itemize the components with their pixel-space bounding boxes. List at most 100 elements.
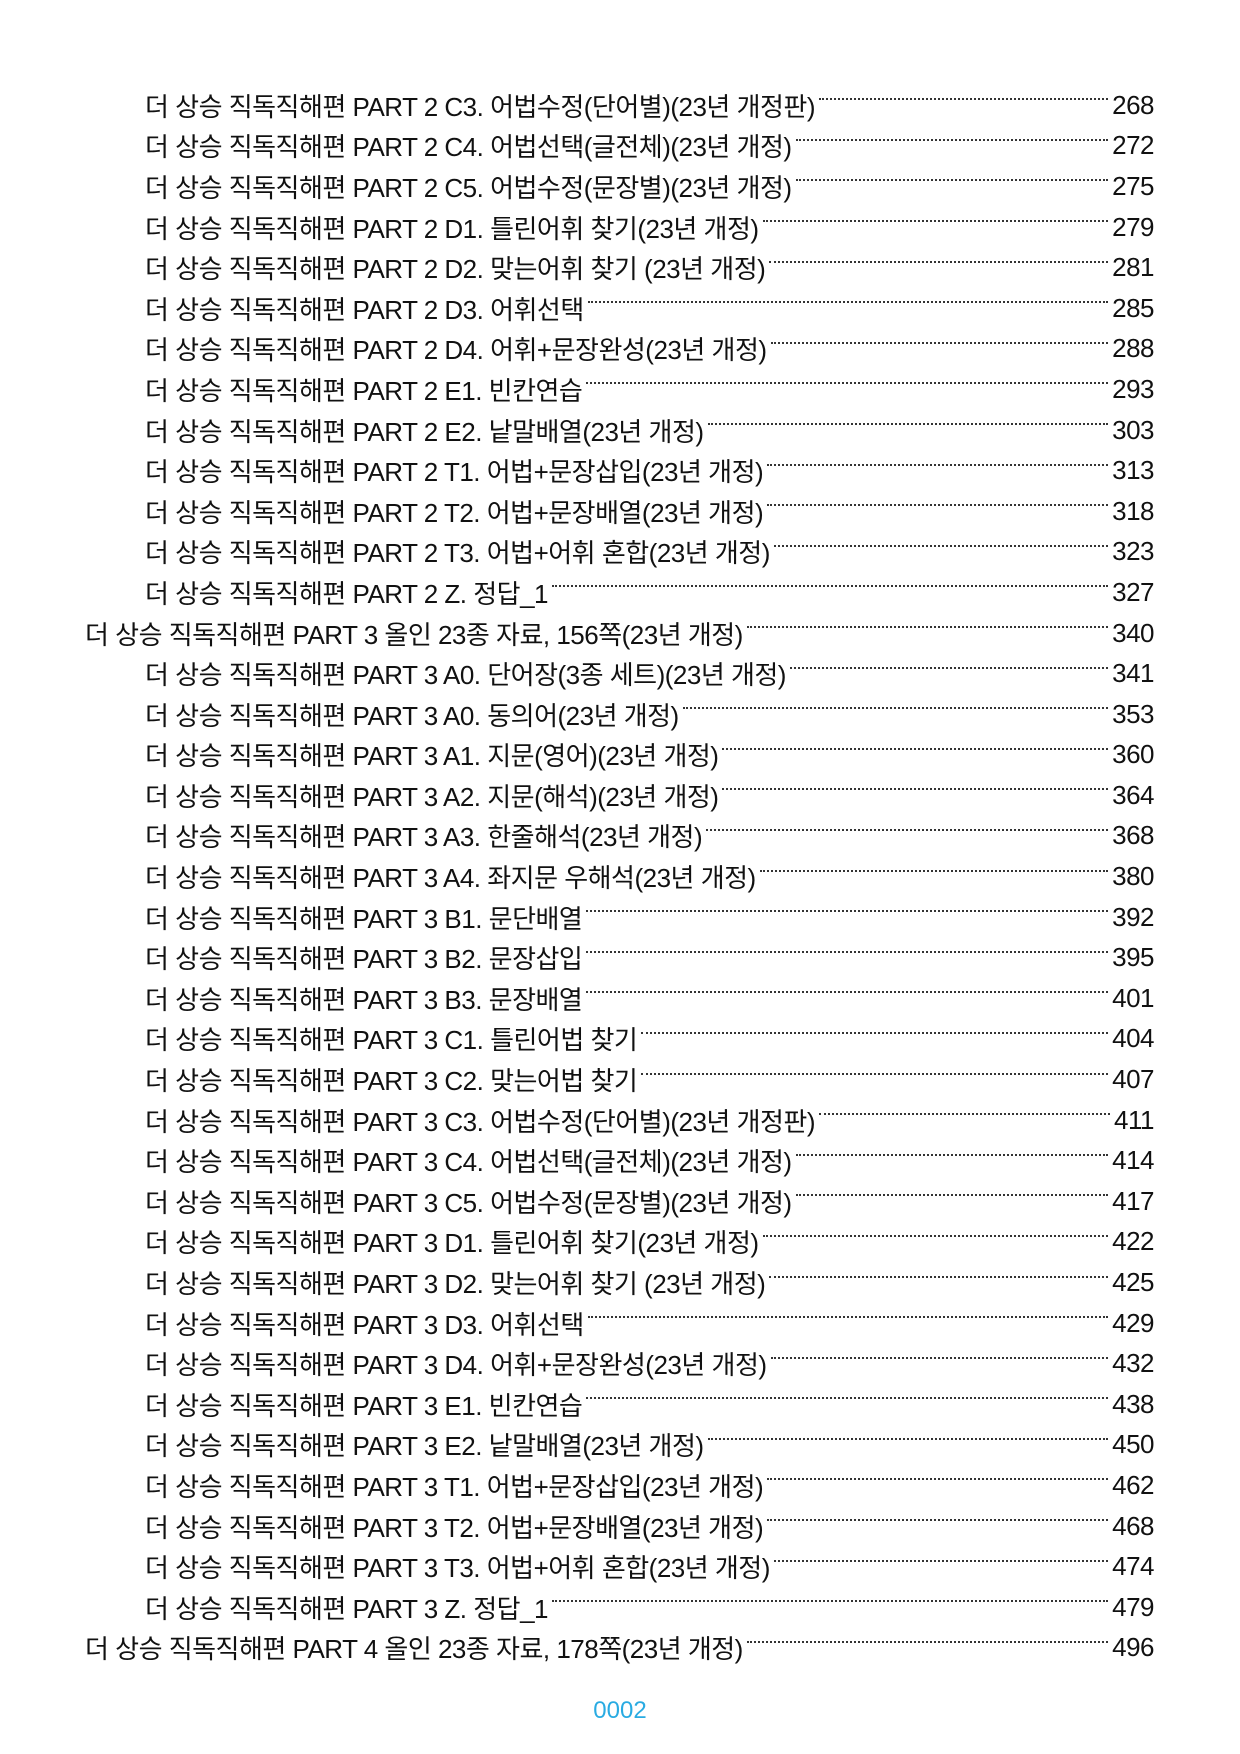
toc-entry[interactable]: 더 상승 직독직해편 PART 3 T2. 어법+문장배열(23년 개정) 468 (0, 1506, 1154, 1547)
dot-leader (586, 991, 1109, 994)
toc-entry[interactable]: 더 상승 직독직해편 PART 2 T3. 어법+어휘 혼합(23년 개정) 32… (0, 532, 1154, 573)
toc-entry[interactable]: 더 상승 직독직해편 PART 3 D3. 어휘선택 429 (0, 1303, 1154, 1344)
dot-leader (773, 1559, 1109, 1562)
dot-leader (795, 1153, 1109, 1156)
dot-leader (762, 1234, 1109, 1237)
toc-entry[interactable]: 더 상승 직독직해편 PART 2 T2. 어법+문장배열(23년 개정) 318 (0, 491, 1154, 532)
toc-entry-title: 더 상승 직독직해편 PART 3 T1. 어법+문장삽입(23년 개정) (145, 1471, 764, 1502)
toc-entry[interactable]: 더 상승 직독직해편 PART 3 A3. 한줄해석(23년 개정) 368 (0, 816, 1154, 857)
toc-entry-page: 279 (1112, 211, 1154, 242)
toc-entry[interactable]: 더 상승 직독직해편 PART 2 E1. 빈칸연습 293 (0, 369, 1154, 410)
toc-entry-page: 429 (1112, 1307, 1154, 1338)
dot-leader (769, 260, 1109, 263)
toc-entry[interactable]: 더 상승 직독직해편 PART 3 B2. 문장삽입 395 (0, 937, 1154, 978)
toc-entry[interactable]: 더 상승 직독직해편 PART 2 D3. 어휘선택 285 (0, 288, 1154, 329)
toc-entry-title: 더 상승 직독직해편 PART 3 A2. 지문(해석)(23년 개정) (145, 781, 719, 812)
toc-entry-page: 318 (1112, 495, 1154, 526)
toc-entry-title: 더 상승 직독직해편 PART 3 B1. 문단배열 (145, 903, 583, 934)
toc-entry-title: 더 상승 직독직해편 PART 3 D4. 어휘+문장완성(23년 개정) (145, 1350, 767, 1381)
toc-entry-title: 더 상승 직독직해편 PART 2 E1. 빈칸연습 (145, 375, 583, 406)
toc-entry-title: 더 상승 직독직해편 PART 3 T3. 어법+어휘 혼합(23년 개정) (145, 1553, 770, 1584)
toc-entry[interactable]: 더 상승 직독직해편 PART 3 B3. 문장배열 401 (0, 978, 1154, 1019)
toc-entry[interactable]: 더 상승 직독직해편 PART 3 T3. 어법+어휘 혼합(23년 개정) 47… (0, 1546, 1154, 1587)
toc-entry[interactable]: 더 상승 직독직해편 PART 4 올인 23종 자료, 178쪽(23년 개정… (0, 1628, 1154, 1669)
toc-entry-page: 327 (1112, 576, 1154, 607)
toc-entry-title: 더 상승 직독직해편 PART 3 B2. 문장삽입 (145, 944, 583, 975)
toc-entry[interactable]: 더 상승 직독직해편 PART 3 E1. 빈칸연습 438 (0, 1384, 1154, 1425)
toc-entry[interactable]: 더 상승 직독직해편 PART 2 D2. 맞는어휘 찾기 (23년 개정) 28… (0, 247, 1154, 288)
toc-entry-title: 더 상승 직독직해편 PART 3 D2. 맞는어휘 찾기 (23년 개정) (145, 1269, 766, 1300)
toc-entry-page: 474 (1112, 1551, 1154, 1582)
toc-entry[interactable]: 더 상승 직독직해편 PART 3 C1. 틀린어법 찾기 404 (0, 1019, 1154, 1060)
dot-leader (552, 1600, 1109, 1603)
toc-entry-title: 더 상승 직독직해편 PART 2 Z. 정답_1 (145, 578, 549, 609)
toc-entry[interactable]: 더 상승 직독직해편 PART 3 C2. 맞는어법 찾기 407 (0, 1059, 1154, 1100)
toc-entry-page: 438 (1112, 1388, 1154, 1419)
toc-entry-title: 더 상승 직독직해편 PART 4 올인 23종 자료, 178쪽(23년 개정… (85, 1634, 743, 1665)
table-of-contents: 더 상승 직독직해편 PART 2 C3. 어법수정(단어별)(23년 개정판)… (0, 85, 1240, 1668)
dot-leader (770, 341, 1109, 344)
toc-entry[interactable]: 더 상승 직독직해편 PART 2 T1. 어법+문장삽입(23년 개정) 313 (0, 450, 1154, 491)
dot-leader (767, 504, 1109, 507)
toc-entry-title: 더 상승 직독직해편 PART 3 D1. 틀린어휘 찾기(23년 개정) (145, 1228, 759, 1259)
toc-entry-page: 395 (1112, 942, 1154, 973)
toc-entry-page: 380 (1112, 861, 1154, 892)
toc-entry[interactable]: 더 상승 직독직해편 PART 3 A2. 지문(해석)(23년 개정) 364 (0, 775, 1154, 816)
toc-entry-title: 더 상승 직독직해편 PART 2 D4. 어휘+문장완성(23년 개정) (145, 335, 767, 366)
toc-entry-title: 더 상승 직독직해편 PART 3 A4. 좌지문 우해석(23년 개정) (145, 863, 756, 894)
toc-entry[interactable]: 더 상승 직독직해편 PART 2 C5. 어법수정(문장별)(23년 개정) 2… (0, 166, 1154, 207)
toc-entry[interactable]: 더 상승 직독직해편 PART 3 C3. 어법수정(단어별)(23년 개정판)… (0, 1100, 1154, 1141)
toc-entry-page: 392 (1112, 901, 1154, 932)
toc-entry[interactable]: 더 상승 직독직해편 PART 3 A0. 동의어(23년 개정) 353 (0, 694, 1154, 735)
toc-entry[interactable]: 더 상승 직독직해편 PART 3 E2. 낱말배열(23년 개정) 450 (0, 1425, 1154, 1466)
toc-entry-title: 더 상승 직독직해편 PART 2 D2. 맞는어휘 찾기 (23년 개정) (145, 254, 766, 285)
toc-entry[interactable]: 더 상승 직독직해편 PART 3 T1. 어법+문장삽입(23년 개정) 462 (0, 1465, 1154, 1506)
toc-entry-title: 더 상승 직독직해편 PART 2 C4. 어법선택(글전체)(23년 개정) (145, 132, 792, 163)
toc-entry-page: 272 (1112, 130, 1154, 161)
toc-entry[interactable]: 더 상승 직독직해편 PART 3 D4. 어휘+문장완성(23년 개정) 432 (0, 1343, 1154, 1384)
dot-leader (789, 666, 1109, 669)
toc-entry[interactable]: 더 상승 직독직해편 PART 2 D1. 틀린어휘 찾기(23년 개정) 279 (0, 207, 1154, 248)
toc-entry[interactable]: 더 상승 직독직해편 PART 2 D4. 어휘+문장완성(23년 개정) 288 (0, 329, 1154, 370)
toc-entry-page: 275 (1112, 170, 1154, 201)
toc-entry[interactable]: 더 상승 직독직해편 PART 3 C5. 어법수정(문장별)(23년 개정) 4… (0, 1181, 1154, 1222)
dot-leader (707, 423, 1109, 426)
dot-leader (746, 626, 1109, 629)
toc-entry[interactable]: 더 상승 직독직해편 PART 3 A1. 지문(영어)(23년 개정) 360 (0, 735, 1154, 776)
toc-entry[interactable]: 더 상승 직독직해편 PART 3 Z. 정답_1 479 (0, 1587, 1154, 1628)
toc-entry[interactable]: 더 상승 직독직해편 PART 3 C4. 어법선택(글전체)(23년 개정) 4… (0, 1140, 1154, 1181)
toc-entry[interactable]: 더 상승 직독직해편 PART 2 Z. 정답_1 327 (0, 572, 1154, 613)
toc-entry-page: 341 (1112, 658, 1154, 689)
toc-entry-title: 더 상승 직독직해편 PART 3 C1. 틀린어법 찾기 (145, 1025, 638, 1056)
toc-entry-title: 더 상승 직독직해편 PART 2 D1. 틀린어휘 찾기(23년 개정) (145, 213, 759, 244)
toc-entry-title: 더 상승 직독직해편 PART 3 B3. 문장배열 (145, 984, 583, 1015)
toc-entry[interactable]: 더 상승 직독직해편 PART 2 E2. 낱말배열(23년 개정) 303 (0, 410, 1154, 451)
toc-entry-title: 더 상승 직독직해편 PART 3 D3. 어휘선택 (145, 1309, 584, 1340)
toc-entry-page: 364 (1112, 779, 1154, 810)
dot-leader (795, 138, 1109, 141)
toc-entry[interactable]: 더 상승 직독직해편 PART 3 D2. 맞는어휘 찾기 (23년 개정) 42… (0, 1262, 1154, 1303)
toc-entry[interactable]: 더 상승 직독직해편 PART 3 B1. 문단배열 392 (0, 897, 1154, 938)
toc-entry-page: 468 (1112, 1510, 1154, 1541)
toc-entry[interactable]: 더 상승 직독직해편 PART 3 A0. 단어장(3종 세트)(23년 개정)… (0, 653, 1154, 694)
toc-entry[interactable]: 더 상승 직독직해편 PART 3 D1. 틀린어휘 찾기(23년 개정) 422 (0, 1222, 1154, 1263)
toc-entry-page: 313 (1112, 455, 1154, 486)
toc-entry-title: 더 상승 직독직해편 PART 3 T2. 어법+문장배열(23년 개정) (145, 1512, 764, 1543)
dot-leader (759, 869, 1109, 872)
toc-entry-title: 더 상승 직독직해편 PART 2 T1. 어법+문장삽입(23년 개정) (145, 457, 764, 488)
dot-leader (770, 1356, 1109, 1359)
toc-entry[interactable]: 더 상승 직독직해편 PART 2 C4. 어법선택(글전체)(23년 개정) 2… (0, 126, 1154, 167)
dot-leader (722, 788, 1109, 791)
dot-leader (773, 544, 1109, 547)
toc-entry-page: 268 (1112, 89, 1154, 120)
toc-entry-page: 368 (1112, 820, 1154, 851)
toc-entry-page: 323 (1112, 536, 1154, 567)
toc-entry-page: 281 (1112, 252, 1154, 283)
toc-entry[interactable]: 더 상승 직독직해편 PART 3 A4. 좌지문 우해석(23년 개정) 380 (0, 856, 1154, 897)
toc-entry-page: 404 (1112, 1023, 1154, 1054)
dot-leader (682, 707, 1109, 710)
toc-entry[interactable]: 더 상승 직독직해편 PART 3 올인 23종 자료, 156쪽(23년 개정… (0, 613, 1154, 654)
toc-entry[interactable]: 더 상승 직독직해편 PART 2 C3. 어법수정(단어별)(23년 개정판)… (0, 85, 1154, 126)
toc-entry-title: 더 상승 직독직해편 PART 3 C5. 어법수정(문장별)(23년 개정) (145, 1187, 792, 1218)
toc-entry-page: 407 (1112, 1064, 1154, 1095)
